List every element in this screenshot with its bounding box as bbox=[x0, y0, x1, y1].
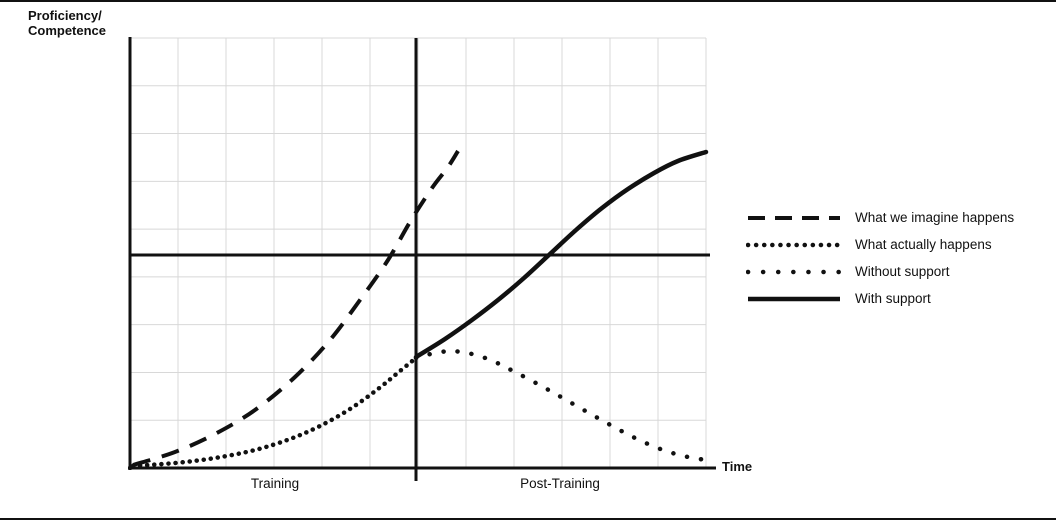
y-axis-label-line2: Competence bbox=[28, 23, 107, 38]
legend-item-imagine: What we imagine happens bbox=[746, 204, 1014, 231]
series-dotted-sparse bbox=[413, 348, 710, 463]
legend-label: With support bbox=[855, 291, 931, 306]
legend-item-without-support: Without support bbox=[746, 258, 1014, 285]
y-axis-label-line1: Proficiency/ bbox=[28, 8, 102, 23]
x-axis-label: Time bbox=[722, 459, 753, 474]
phase-label-post-training: Post-Training bbox=[520, 476, 600, 491]
legend: What we imagine happens What actually ha… bbox=[746, 204, 1014, 312]
legend-line-sample-dotted-sparse bbox=[746, 269, 842, 274]
series-solid bbox=[413, 149, 709, 360]
legend-label: Without support bbox=[855, 264, 950, 279]
legend-line-sample-dashed bbox=[748, 215, 840, 220]
phase-label-training: Training bbox=[250, 476, 300, 491]
legend-item-with-support: With support bbox=[746, 285, 1014, 312]
legend-item-actual: What actually happens bbox=[746, 231, 1014, 258]
y-axis-label: Proficiency/ Competence bbox=[28, 8, 106, 38]
legend-label: What we imagine happens bbox=[855, 210, 1015, 225]
series-dashed bbox=[132, 149, 460, 467]
series-dotted-dense bbox=[130, 355, 419, 469]
legend-label: What actually happens bbox=[855, 237, 992, 252]
legend-line-sample-dotted-dense bbox=[746, 242, 842, 247]
legend-line-sample-solid bbox=[748, 296, 840, 301]
